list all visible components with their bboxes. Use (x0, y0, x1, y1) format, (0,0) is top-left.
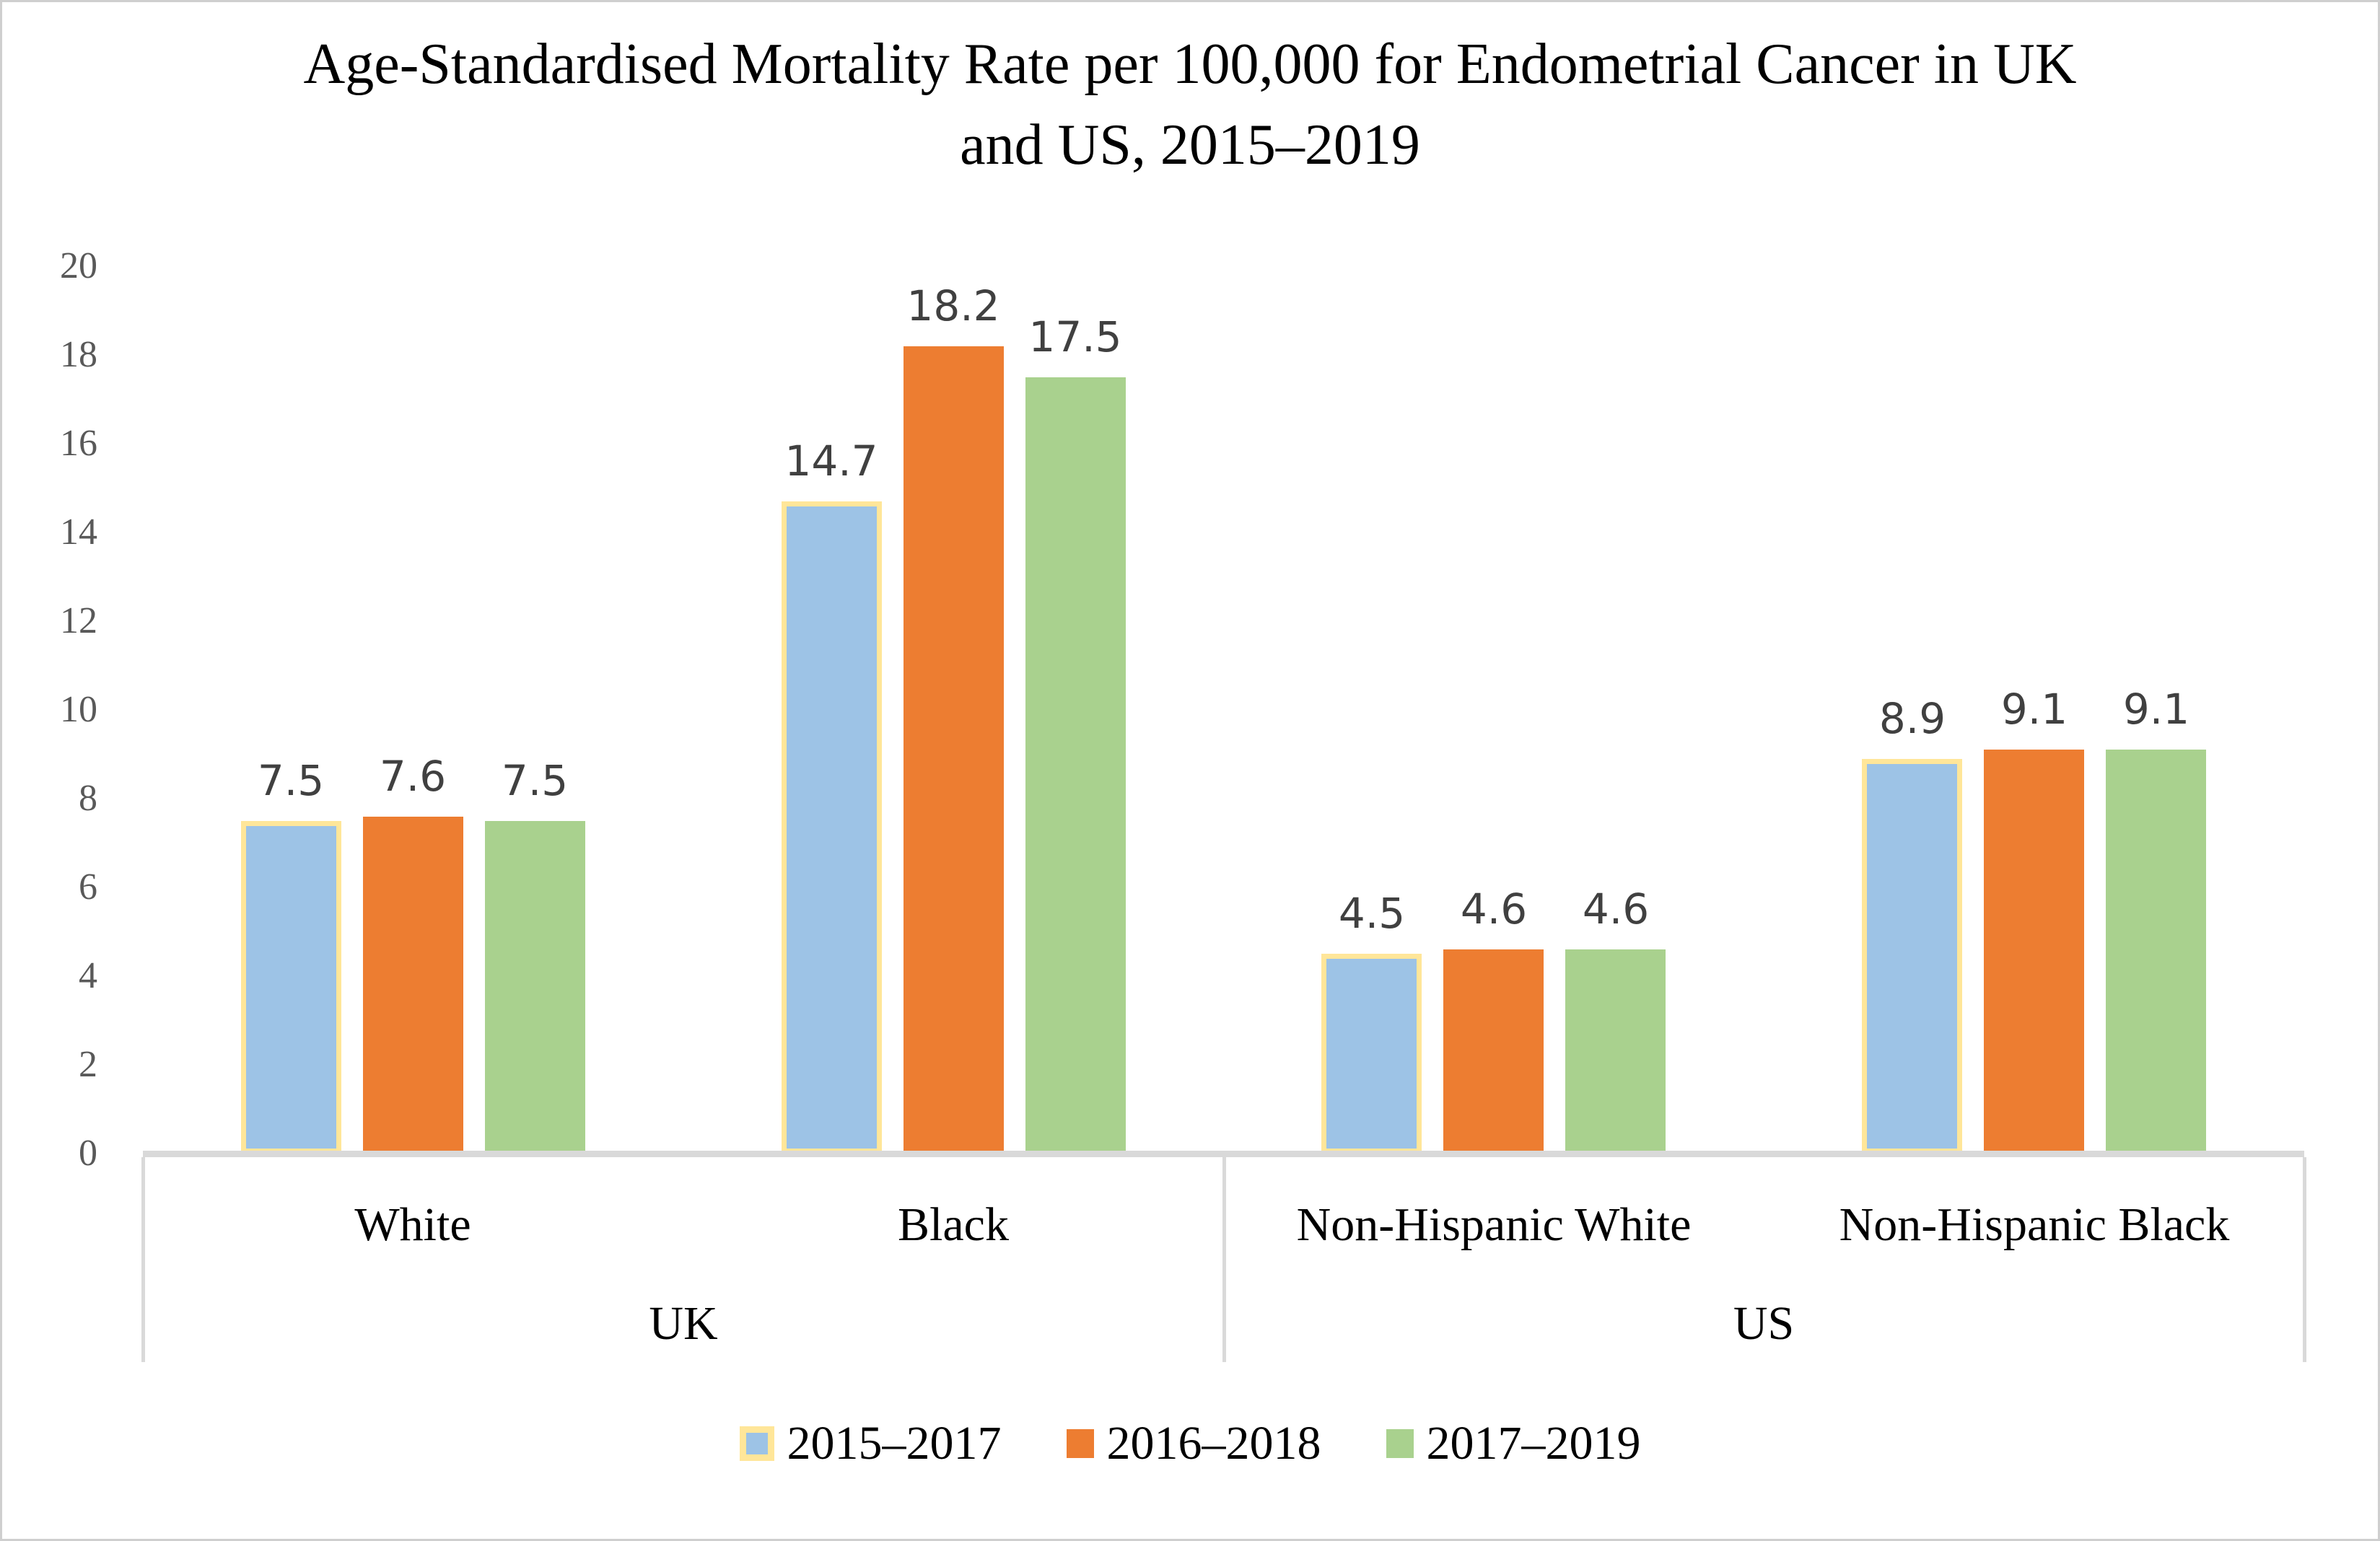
bar (1984, 750, 2084, 1154)
bar-value-label: 4.6 (1582, 884, 1650, 934)
bar (2106, 750, 2206, 1154)
legend-item: 2016–2018 (1066, 1415, 1321, 1472)
y-tick-label: 4 (79, 955, 97, 996)
legend-item: 2015–2017 (739, 1415, 1002, 1472)
y-tick-label: 14 (60, 512, 97, 553)
bar-value-label: 7.5 (501, 756, 569, 805)
axis-divider (1222, 1157, 1226, 1362)
y-tick-label: 2 (79, 1044, 97, 1085)
legend-swatch (739, 1426, 774, 1461)
axis-divider (2303, 1157, 2306, 1362)
legend-label: 2015–2017 (787, 1417, 1002, 1470)
bar (1443, 949, 1544, 1154)
y-tick-label: 20 (60, 245, 97, 286)
bar (1025, 377, 1126, 1154)
legend-swatch (1386, 1429, 1414, 1458)
bar-value-label: 14.7 (784, 436, 878, 486)
chart-title-line1: Age-Standardised Mortality Rate per 100,… (303, 32, 2077, 96)
y-tick-label: 0 (79, 1133, 97, 1174)
bar-value-label: 7.6 (379, 752, 447, 801)
y-tick-label: 18 (60, 334, 97, 375)
bar-value-label: 9.1 (2000, 685, 2068, 734)
bar (1862, 759, 1962, 1154)
axis-divider (141, 1157, 145, 1362)
y-tick-label: 12 (60, 600, 97, 641)
bar-value-label: 4.5 (1338, 889, 1406, 938)
category-label: White (354, 1198, 471, 1251)
y-tick-label: 8 (79, 778, 97, 819)
bar (485, 821, 585, 1154)
category-label: Non-Hispanic Black (1839, 1198, 2230, 1251)
category-label: Black (898, 1198, 1009, 1251)
chart-title: Age-Standardised Mortality Rate per 100,… (2, 24, 2378, 185)
legend-label: 2016–2018 (1106, 1417, 1321, 1470)
bar-value-label: 9.1 (2122, 685, 2190, 734)
bar-value-label: 8.9 (1878, 694, 1946, 743)
bar (1565, 949, 1666, 1154)
group-label: UK (649, 1297, 718, 1350)
y-tick-label: 16 (60, 423, 97, 464)
bar-value-label: 17.5 (1028, 312, 1122, 361)
bar-value-label: 7.5 (257, 756, 325, 805)
bar-value-label: 18.2 (906, 281, 1000, 330)
legend-swatch (1066, 1429, 1094, 1458)
category-label: Non-Hispanic White (1296, 1198, 1692, 1251)
bar (782, 501, 882, 1154)
x-axis-line (143, 1151, 2304, 1157)
legend-label: 2017–2019 (1426, 1417, 1641, 1470)
legend: 2015–2017 2016–2018 2017–2019 (2, 1410, 2378, 1477)
chart-title-line2: and US, 2015–2019 (960, 113, 1420, 177)
bar (241, 821, 341, 1154)
y-tick-label: 10 (60, 689, 97, 730)
bar (363, 817, 463, 1154)
bar (1321, 954, 1422, 1154)
bar-value-label: 4.6 (1460, 884, 1528, 934)
legend-item: 2017–2019 (1386, 1415, 1641, 1472)
group-label: US (1733, 1297, 1795, 1350)
bar (904, 346, 1004, 1154)
y-tick-label: 6 (79, 866, 97, 908)
